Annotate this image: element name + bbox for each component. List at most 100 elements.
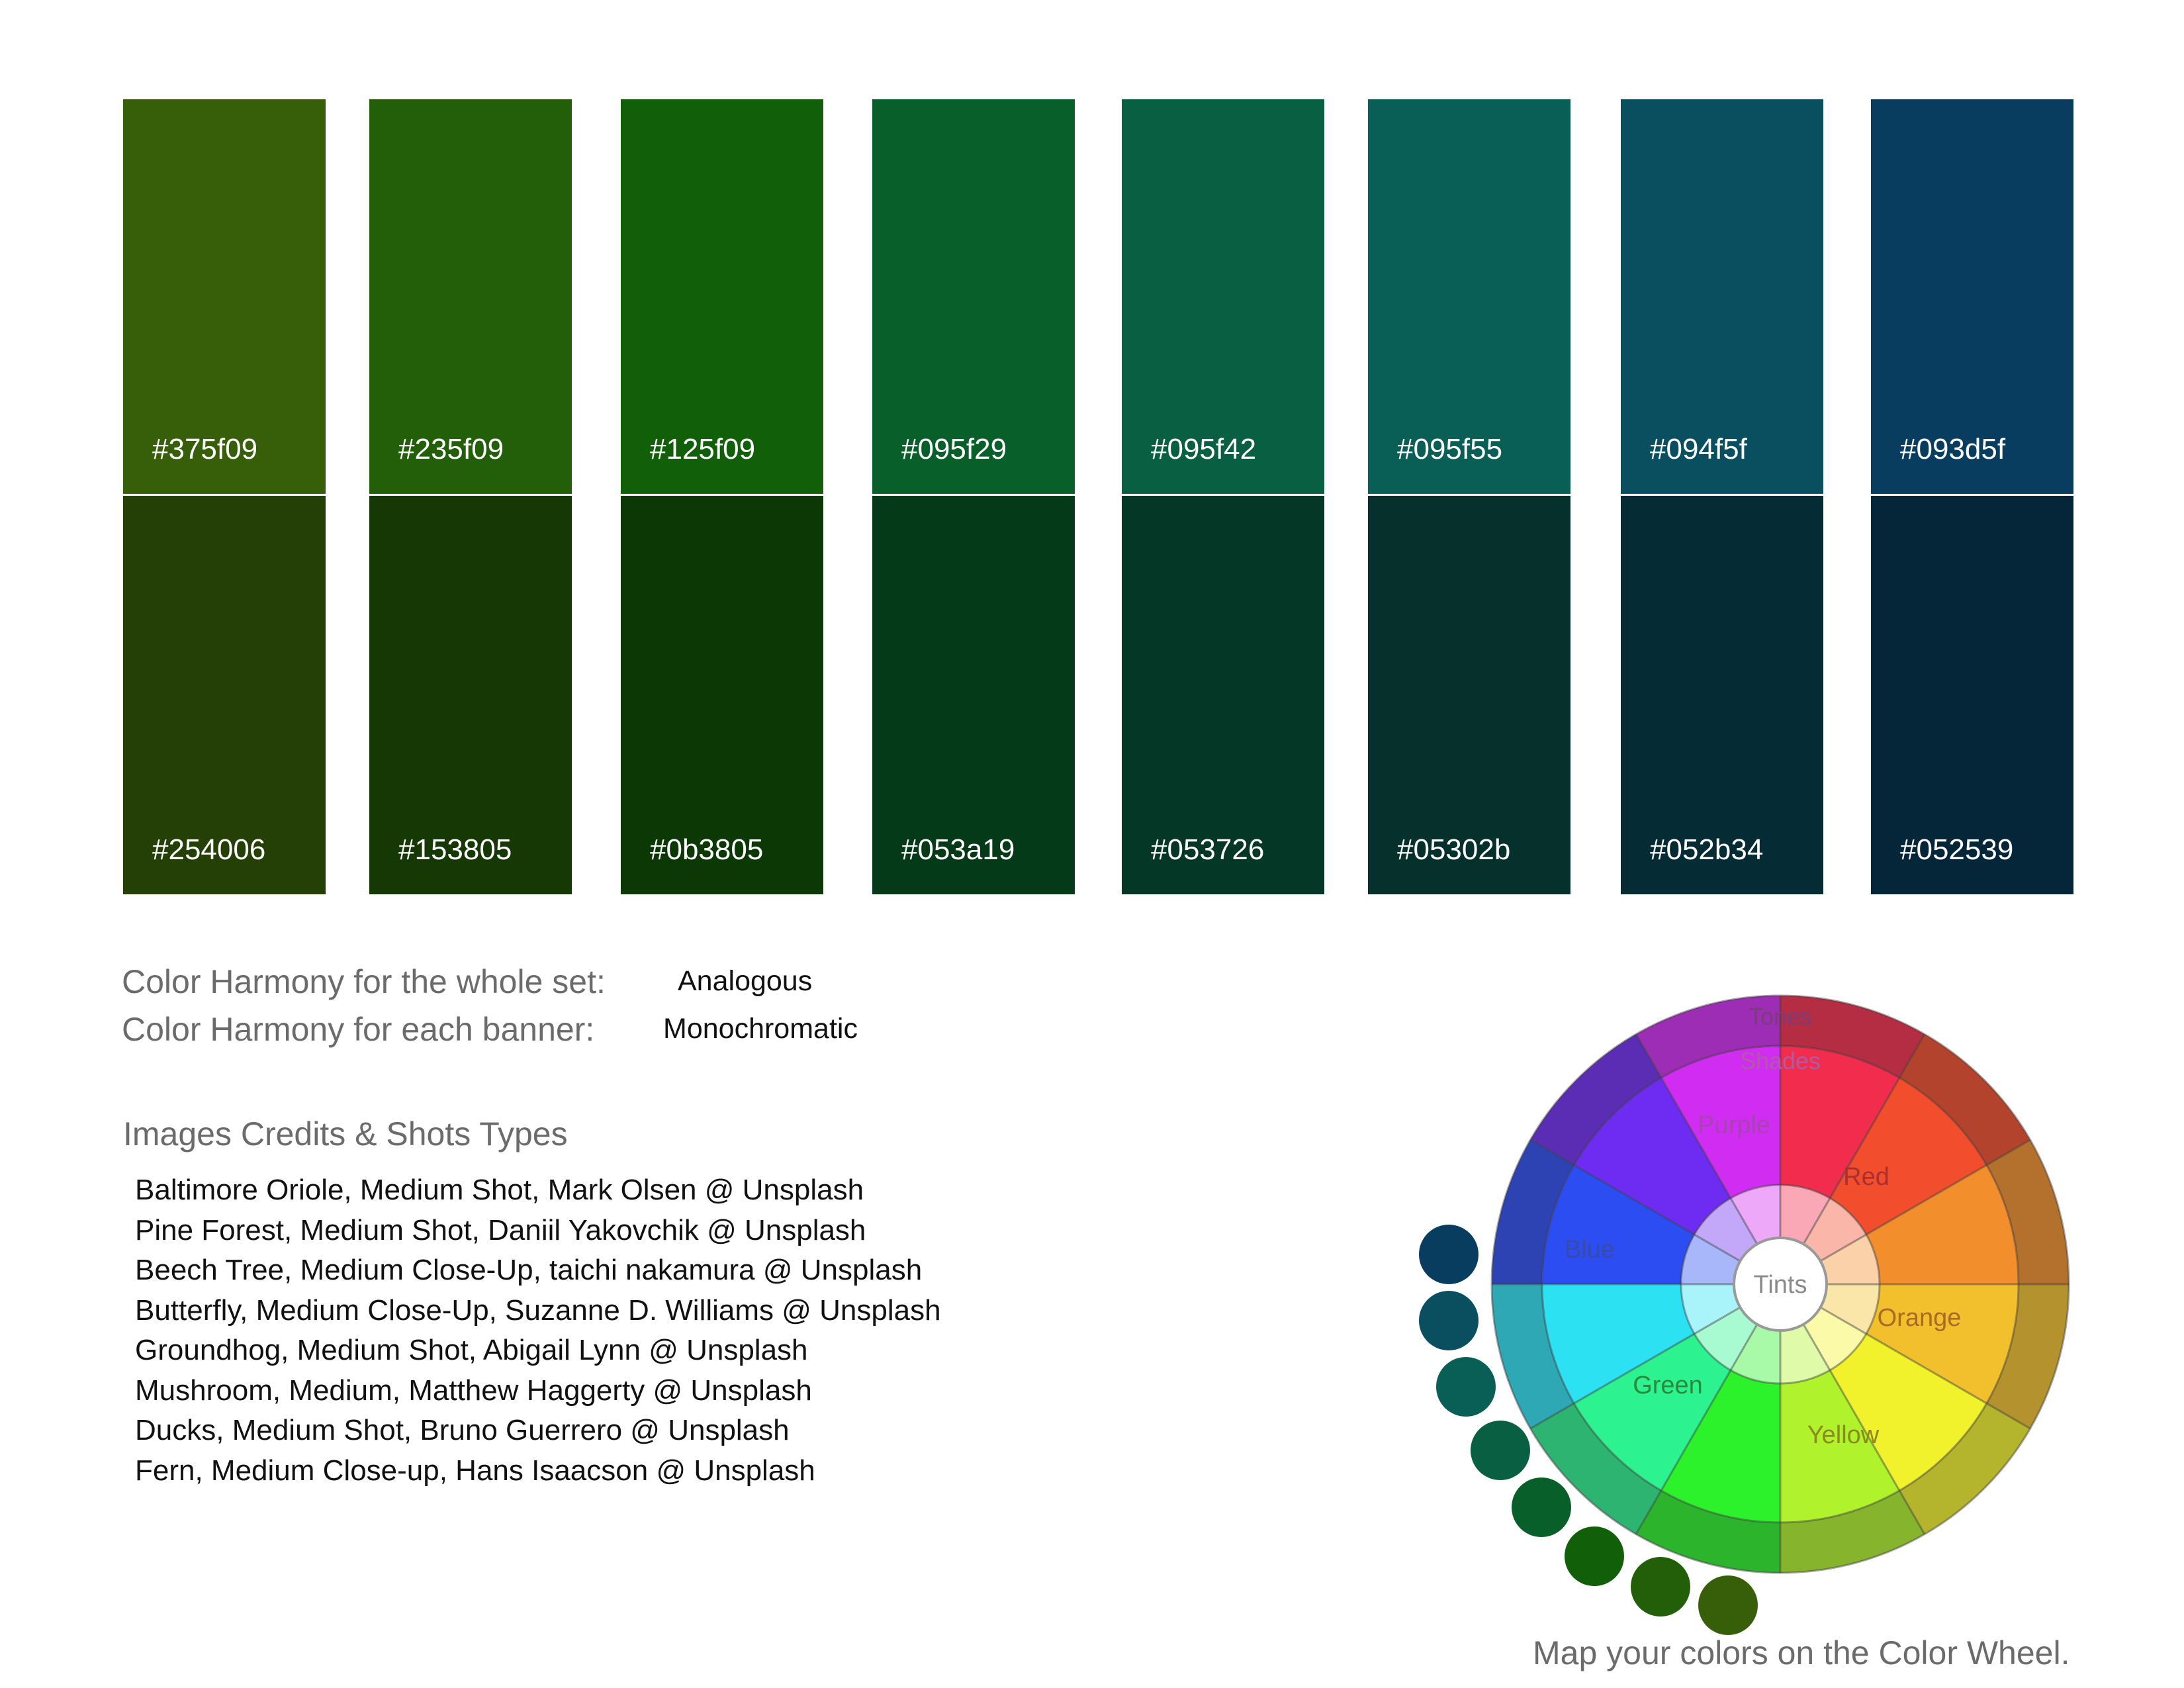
credit-item: Butterfly, Medium Close-Up, Suzanne D. W… — [135, 1293, 941, 1327]
swatch-bottom-4: #053a19 — [872, 496, 1075, 894]
wheel-segment — [1803, 1198, 1866, 1261]
swatch-hex-label: #053726 — [1151, 833, 1265, 866]
swatch-top-1: #375f09 — [123, 99, 326, 494]
wheel-segment — [1661, 1046, 1780, 1199]
wheel-segment — [1492, 1284, 1574, 1429]
credit-item: Mushroom, Medium, Matthew Haggerty @ Uns… — [135, 1374, 812, 1407]
wheel-segment — [1681, 1235, 1741, 1284]
mapped-color-dot — [1512, 1477, 1571, 1537]
wheel-segment — [1530, 1034, 1661, 1165]
wheel-segment — [1681, 1284, 1741, 1334]
swatch-hex-label: #125f09 — [650, 433, 756, 465]
wheel-divider — [1529, 1139, 1741, 1262]
wheel-segment — [1542, 1284, 1695, 1403]
credit-item: Groundhog, Medium Shot, Abigail Lynn @ U… — [135, 1334, 808, 1366]
wheel-segment — [1694, 1307, 1757, 1370]
swatch-hex-label: #093d5f — [1900, 433, 2006, 465]
wheel-divider — [1635, 1033, 1758, 1245]
wheel-divider — [1802, 1033, 1926, 1245]
wheel-segment — [1986, 1284, 2069, 1429]
swatch-hex-label: #053a19 — [901, 833, 1015, 866]
wheel-segment — [1820, 1235, 1880, 1284]
hue-label-blue: Blue — [1565, 1236, 1615, 1264]
color-wheel-caption: Map your colors on the Color Wheel. — [1533, 1634, 2070, 1671]
swatch-bottom-5: #053726 — [1122, 496, 1324, 894]
swatch-bottom-7: #052b34 — [1621, 496, 1823, 894]
wheel-segment — [1731, 1185, 1780, 1244]
wheel-segment — [1986, 1140, 2069, 1284]
swatch-hex-label: #095f29 — [901, 433, 1007, 465]
wheel-segment — [1731, 1324, 1780, 1383]
wheel-segment — [1830, 1334, 1987, 1491]
swatch-bottom-1: #254006 — [123, 496, 326, 894]
swatch-bottom-2: #153805 — [369, 496, 572, 894]
mapped-color-dot — [1565, 1526, 1624, 1586]
wheel-divider — [1529, 1306, 1741, 1430]
swatch-top-7: #094f5f — [1621, 99, 1823, 494]
swatch-hex-label: #0b3805 — [650, 833, 764, 866]
swatch-hex-label: #375f09 — [152, 433, 258, 465]
wheel-segment — [1492, 1140, 1574, 1284]
wheel-segment — [1899, 1403, 2030, 1534]
whole-set-harmony-label: Color Harmony for the whole set: — [122, 963, 606, 1000]
wheel-segment — [1530, 1403, 1661, 1534]
wheel-ring-outline — [1680, 1184, 1881, 1385]
wheel-segment — [1694, 1198, 1757, 1261]
hue-label-red: Red — [1843, 1163, 1889, 1191]
wheel-divider — [1802, 1323, 1926, 1535]
wheel-segment — [1780, 996, 1925, 1078]
credit-item: Pine Forest, Medium Shot, Daniil Yakovch… — [135, 1213, 866, 1246]
wheel-ring-outline — [1541, 1045, 2020, 1524]
mapped-color-dot — [1436, 1357, 1496, 1417]
mapped-color-dot — [1471, 1421, 1530, 1480]
wheel-segment — [1542, 1165, 1695, 1284]
wheel-divider — [1819, 1306, 2031, 1430]
hue-label-yellow: Yellow — [1807, 1421, 1880, 1449]
swatch-top-5: #095f42 — [1122, 99, 1324, 494]
wheel-segment — [1574, 1078, 1731, 1235]
swatch-bottom-3: #0b3805 — [621, 496, 823, 894]
swatch-top-2: #235f09 — [369, 99, 572, 494]
credit-item: Baltimore Oriole, Medium Shot, Mark Olse… — [135, 1174, 864, 1206]
mapped-color-dot — [1419, 1225, 1479, 1284]
mapped-color-dot — [1698, 1575, 1758, 1635]
swatch-bottom-6: #05302b — [1368, 496, 1570, 894]
wheel-segment — [1780, 1324, 1830, 1383]
credit-item: Ducks, Medium Shot, Bruno Guerrero @ Uns… — [135, 1414, 790, 1446]
wheel-segment — [1830, 1078, 1987, 1235]
mapped-color-dot — [1419, 1291, 1479, 1350]
wheel-divider — [1819, 1139, 2031, 1262]
wheel-segment — [1780, 1046, 1899, 1199]
swatch-bottom-8: #052539 — [1871, 496, 2073, 894]
tones-label: Tones — [1749, 1003, 1812, 1030]
hue-label-orange: Orange — [1878, 1304, 1962, 1332]
swatch-top-3: #125f09 — [621, 99, 823, 494]
wheel-segment — [1866, 1284, 2019, 1403]
swatch-hex-label: #254006 — [152, 833, 266, 866]
whole-set-harmony-value: Analogous — [678, 965, 813, 997]
credit-item: Beech Tree, Medium Close-Up, taichi naka… — [135, 1254, 923, 1286]
wheel-segment — [1574, 1334, 1731, 1491]
hue-label-green: Green — [1633, 1372, 1703, 1399]
wheel-divider — [1635, 1323, 1758, 1535]
wheel-center — [1733, 1237, 1828, 1332]
swatch-hex-label: #095f55 — [1397, 433, 1503, 465]
swatch-hex-label: #235f09 — [398, 433, 504, 465]
swatch-top-8: #093d5f — [1871, 99, 2073, 494]
swatch-top-4: #095f29 — [872, 99, 1075, 494]
mapped-color-dot — [1631, 1557, 1690, 1617]
wheel-segment — [1820, 1284, 1880, 1334]
swatch-hex-label: #153805 — [398, 833, 512, 866]
each-banner-harmony-value: Monochromatic — [663, 1013, 858, 1045]
credits-list: Baltimore Oriole, Medium Shot, Mark Olse… — [135, 1170, 941, 1491]
wheel-segment — [1780, 1490, 1925, 1573]
wheel-segment — [1636, 996, 1780, 1078]
color-wheel-segments — [1492, 996, 2069, 1573]
color-wheel-dividers — [1490, 994, 2070, 1574]
each-banner-harmony-label: Color Harmony for each banner: — [122, 1011, 595, 1048]
wheel-segment — [1803, 1307, 1866, 1370]
wheel-segment — [1636, 1490, 1780, 1573]
credits-title: Images Credits & Shots Types — [123, 1115, 568, 1152]
swatch-hex-label: #094f5f — [1650, 433, 1747, 465]
swatch-hex-label: #052539 — [1900, 833, 2014, 866]
